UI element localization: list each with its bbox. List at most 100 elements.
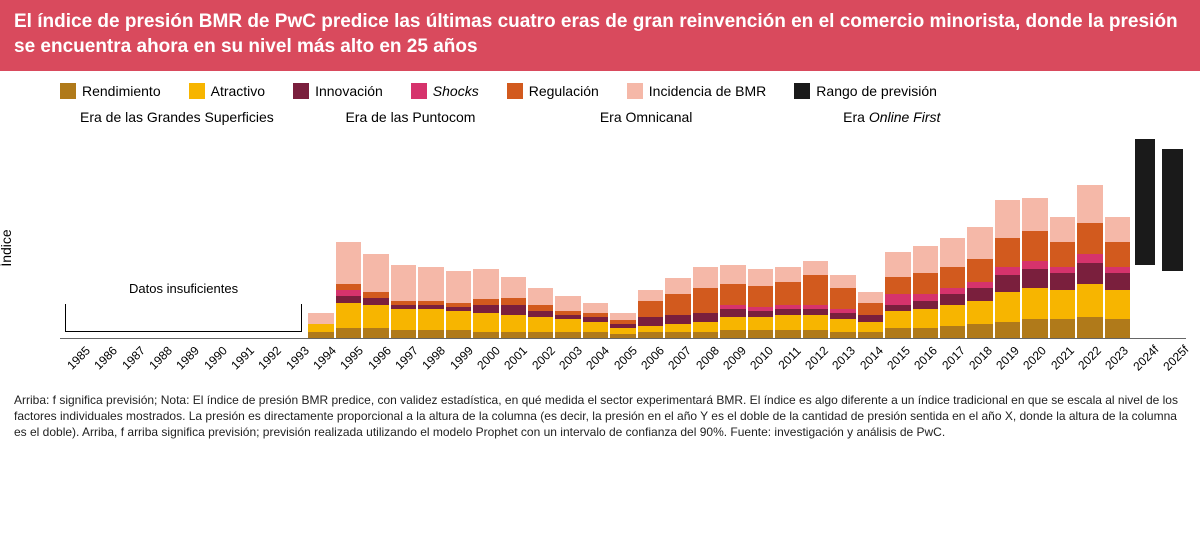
bar-column xyxy=(1022,198,1047,339)
bar-segment-regul xyxy=(885,277,910,294)
bar-column xyxy=(638,290,663,338)
bar-segment-atrac xyxy=(748,317,773,330)
bar-segment-bmr xyxy=(967,227,992,259)
bar-segment-atrac xyxy=(885,311,910,328)
bar-segment-rend xyxy=(610,334,635,338)
bar-segment-innov xyxy=(967,288,992,301)
bar-segment-shocks xyxy=(1022,261,1047,269)
bar-column xyxy=(940,238,965,339)
bar-segment-atrac xyxy=(665,324,690,332)
bar-segment-atrac xyxy=(693,322,718,333)
bar-segment-atrac xyxy=(363,305,388,328)
bar-segment-atrac xyxy=(446,311,471,330)
chart-area: Índice Datos insuficientes 1985198619871… xyxy=(0,125,1200,355)
bar-segment-bmr xyxy=(995,200,1020,238)
bar-column xyxy=(967,227,992,338)
bar-segment-rend xyxy=(665,332,690,338)
bar-column xyxy=(528,288,553,338)
bar-column xyxy=(308,313,333,338)
bar-segment-regul xyxy=(803,275,828,304)
bar-segment-shocks xyxy=(995,267,1020,275)
bar-segment-regul xyxy=(1077,223,1102,255)
bar-column xyxy=(913,246,938,338)
legend-label: Rango de previsión xyxy=(816,83,937,99)
bar-column xyxy=(748,269,773,338)
bar-segment-regul xyxy=(775,282,800,305)
bar-segment-bmr xyxy=(446,271,471,303)
legend-swatch xyxy=(411,83,427,99)
bar-segment-innov xyxy=(1077,263,1102,284)
bar-segment-rend xyxy=(775,330,800,338)
bar-column xyxy=(665,278,690,339)
bar-segment-rend xyxy=(555,332,580,338)
bar-segment-bmr xyxy=(1050,217,1075,242)
era-label: Era Omnicanal xyxy=(600,109,843,125)
forecast-range xyxy=(1162,149,1182,271)
bar-segment-bmr xyxy=(940,238,965,267)
bar-segment-atrac xyxy=(583,322,608,333)
bar-segment-rend xyxy=(885,328,910,339)
bar-column xyxy=(336,242,361,339)
bar-segment-regul xyxy=(1105,242,1130,267)
bar-segment-rend xyxy=(363,328,388,339)
bar-segment-rend xyxy=(418,330,443,338)
era-label: Era de las Grandes Superficies xyxy=(80,109,345,125)
bar-segment-atrac xyxy=(528,317,553,332)
bar-segment-regul xyxy=(940,267,965,288)
bar-segment-atrac xyxy=(858,322,883,333)
bar-column xyxy=(610,313,635,338)
bar-segment-innov xyxy=(693,313,718,321)
bar-column xyxy=(583,303,608,339)
bar-segment-regul xyxy=(638,301,663,318)
legend-label: Incidencia de BMR xyxy=(649,83,767,99)
bar-segment-rend xyxy=(940,326,965,339)
bar-segment-shocks xyxy=(885,294,910,305)
bar-segment-rend xyxy=(858,332,883,338)
bar-segment-atrac xyxy=(1105,290,1130,319)
bar-segment-rend xyxy=(638,332,663,338)
insufficient-data-bracket xyxy=(65,304,301,332)
bar-segment-bmr xyxy=(665,278,690,295)
legend-swatch xyxy=(794,83,810,99)
bar-segment-regul xyxy=(830,288,855,309)
bar-segment-regul xyxy=(720,284,745,305)
bar-segment-bmr xyxy=(363,254,388,292)
bar-segment-bmr xyxy=(555,296,580,311)
bar-segment-rend xyxy=(803,330,828,338)
bar-segment-bmr xyxy=(720,265,745,284)
legend-label: Shocks xyxy=(433,83,479,99)
bar-segment-regul xyxy=(858,303,883,316)
bar-segment-bmr xyxy=(418,267,443,301)
bar-segment-bmr xyxy=(775,267,800,282)
bar-segment-atrac xyxy=(1022,288,1047,320)
bar-segment-rend xyxy=(1050,319,1075,338)
bar-segment-bmr xyxy=(693,267,718,288)
bar-segment-bmr xyxy=(1077,185,1102,223)
bar-segment-innov xyxy=(1022,269,1047,288)
header-banner: El índice de presión BMR de PwC predice … xyxy=(0,0,1200,71)
legend-item: Rendimiento xyxy=(60,83,161,99)
legend-swatch xyxy=(60,83,76,99)
bar-segment-bmr xyxy=(336,242,361,284)
legend: RendimientoAtractivoInnovaciónShocksRegu… xyxy=(0,71,1200,103)
bar-column xyxy=(775,267,800,338)
bar-column xyxy=(473,269,498,338)
bar-segment-atrac xyxy=(501,315,526,332)
bar-column xyxy=(446,271,471,338)
legend-item: Rango de previsión xyxy=(794,83,937,99)
bar-column xyxy=(858,292,883,338)
bar-segment-atrac xyxy=(913,309,938,328)
bar-segment-rend xyxy=(473,332,498,338)
bar-segment-rend xyxy=(748,330,773,338)
legend-item: Incidencia de BMR xyxy=(627,83,767,99)
bar-segment-regul xyxy=(748,286,773,307)
bar-segment-rend xyxy=(1022,319,1047,338)
bar-segment-bmr xyxy=(501,277,526,298)
bar-segment-rend xyxy=(501,332,526,338)
bar-column xyxy=(1077,185,1102,338)
bar-segment-bmr xyxy=(638,290,663,301)
bar-column xyxy=(363,254,388,338)
bar-segment-rend xyxy=(830,332,855,338)
bar-segment-rend xyxy=(720,330,745,338)
bar-segment-bmr xyxy=(1022,198,1047,232)
